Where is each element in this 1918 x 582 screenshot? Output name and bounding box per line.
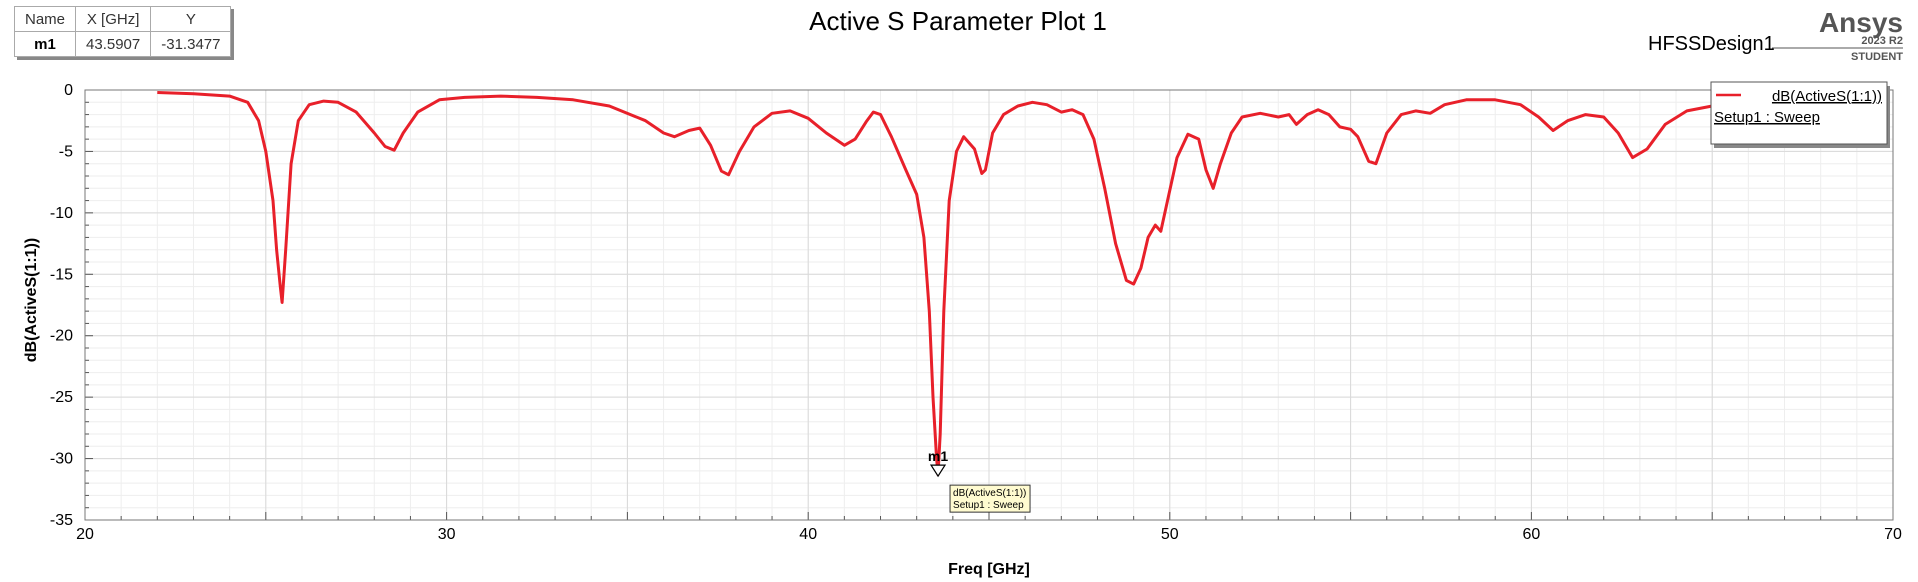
legend-box[interactable]: dB(ActiveS(1:1)) Setup1 : Sweep bbox=[1710, 81, 1890, 148]
marker-tag-box bbox=[949, 484, 1031, 513]
y-tick-label: -5 bbox=[59, 143, 73, 160]
x-tick-label: 60 bbox=[1523, 526, 1541, 543]
minor-ticks bbox=[84, 89, 1894, 521]
legend-setup-label: Setup1 : Sweep bbox=[1714, 109, 1820, 126]
brand-version: 2023 R2 bbox=[1861, 35, 1903, 47]
x-axis-label: Freq [GHz] bbox=[948, 561, 1030, 578]
chart-title: Active S Parameter Plot 1 bbox=[809, 6, 1107, 36]
tick-labels: 20 30 40 50 60 70 0 -5 -10 -15 -20 -25 -30 -35 bbox=[50, 82, 1902, 543]
marker-table-cell-y: -31.3477 bbox=[150, 31, 232, 57]
marker-table[interactable]: Name X [GHz] Y m1 43.5907 -31.3477 bbox=[13, 6, 232, 57]
marker-table-header: Name X [GHz] Y bbox=[13, 6, 232, 32]
x-tick-label: 20 bbox=[76, 526, 94, 543]
marker-tag-trace: dB(ActiveS(1:1)) bbox=[953, 488, 1026, 499]
plot-frame bbox=[84, 89, 1894, 521]
grid bbox=[84, 89, 1894, 521]
design-name: HFSSDesign1 bbox=[1648, 33, 1775, 55]
y-tick-label: -20 bbox=[50, 328, 73, 345]
legend-background bbox=[1710, 81, 1888, 145]
y-axis-label: dB(ActiveS(1:1)) bbox=[23, 238, 40, 362]
y-tick-label: -25 bbox=[50, 389, 73, 406]
marker-table-header-name: Name bbox=[13, 6, 77, 32]
y-tick-label: -35 bbox=[50, 512, 73, 529]
brand-edition: STUDENT bbox=[1851, 51, 1903, 63]
marker-table-header-x: X [GHz] bbox=[75, 6, 152, 32]
marker-table-cell-name: m1 bbox=[13, 31, 77, 57]
x-tick-label: 50 bbox=[1161, 526, 1179, 543]
marker-layer: m1 dB(ActiveS(1:1))Setup1 : Sweep bbox=[928, 448, 1031, 513]
x-tick-label: 70 bbox=[1884, 526, 1902, 543]
marker-triangle[interactable] bbox=[929, 464, 947, 478]
legend-trace-label: dB(ActiveS(1:1)) bbox=[1772, 88, 1882, 105]
marker-table-header-y: Y bbox=[150, 6, 232, 32]
y-tick-label: 0 bbox=[64, 82, 73, 99]
marker-table-cell-x: 43.5907 bbox=[75, 31, 152, 57]
x-tick-label: 30 bbox=[438, 526, 456, 543]
x-tick-label: 40 bbox=[799, 526, 817, 543]
series-line bbox=[157, 91, 1731, 476]
marker-tag-setup: Setup1 : Sweep bbox=[953, 500, 1024, 511]
trace-layer bbox=[157, 91, 1731, 476]
y-tick-label: -10 bbox=[50, 205, 73, 222]
marker-table-row[interactable]: m1 43.5907 -31.3477 bbox=[13, 31, 232, 57]
y-tick-label: -15 bbox=[50, 266, 73, 283]
y-tick-label: -30 bbox=[50, 451, 73, 468]
brand-logo: Ansys bbox=[1819, 7, 1903, 38]
marker-label: m1 bbox=[928, 448, 948, 464]
